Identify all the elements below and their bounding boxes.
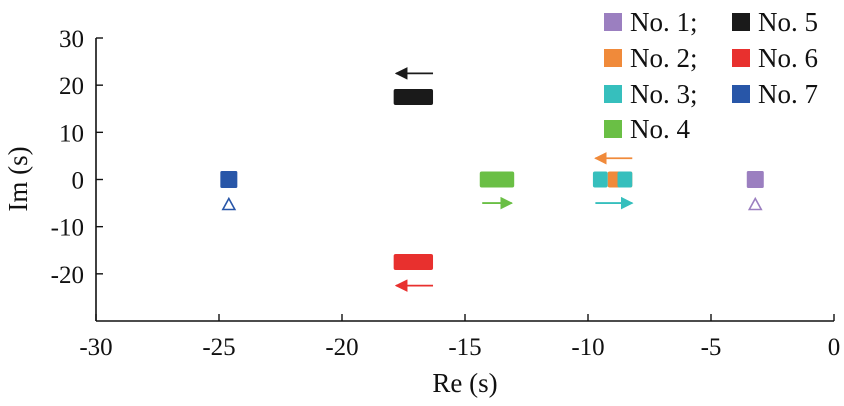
y-axis-title: Im (s) <box>3 146 33 211</box>
x-tick-label: -15 <box>448 334 481 361</box>
legend-swatch <box>604 120 622 138</box>
data-marks <box>220 88 764 271</box>
legend-label: No. 1; <box>630 7 698 37</box>
legend-swatch <box>732 49 750 67</box>
pole-band-no-5 <box>393 88 434 105</box>
legend-label: No. 5 <box>758 7 818 37</box>
x-tick-label: -20 <box>325 334 358 361</box>
axes <box>95 38 834 322</box>
y-tick-label: -10 <box>51 215 84 242</box>
legend-label: No. 2; <box>630 43 698 73</box>
x-tick-label: 0 <box>828 334 841 361</box>
legend-swatch <box>604 13 622 31</box>
x-tick-label: -30 <box>79 334 112 361</box>
pole-band-no-4 <box>479 171 515 188</box>
x-tick-label: -10 <box>571 334 604 361</box>
zero-no-7 <box>221 196 237 211</box>
pole-no-7 <box>220 171 238 188</box>
pole-band-no-6 <box>393 254 434 271</box>
y-tick-label: -20 <box>51 262 84 289</box>
legend-label: No. 7 <box>758 79 818 109</box>
zero-no-1 <box>747 196 763 211</box>
y-tick-label: 30 <box>59 26 84 53</box>
legend: No. 1; No. 5 No. 2; No. 6 No. 3; No. 7 No. 4 <box>604 7 818 144</box>
legend-label: No. 3; <box>630 79 698 109</box>
legend-swatch <box>732 13 750 31</box>
legend-swatch <box>604 49 622 67</box>
legend-swatch <box>732 85 750 103</box>
legend-swatch <box>604 85 622 103</box>
pole-no-1 <box>746 171 764 188</box>
pole-band-no-3 <box>617 171 633 188</box>
legend-label: No. 6 <box>758 43 818 73</box>
x-axis-title: Re (s) <box>432 368 497 398</box>
y-tick-label: 10 <box>59 120 84 147</box>
y-tick-label: 0 <box>72 168 85 195</box>
y-tick-label: 20 <box>59 73 84 100</box>
legend-label: No. 4 <box>630 114 690 144</box>
pole-band-no-3 <box>592 171 608 188</box>
ticks: -30 -25 -20 -15 -10 -5 0 -20 -10 0 10 20 30 <box>51 26 841 361</box>
trend-arrows <box>394 67 634 292</box>
x-tick-label: -25 <box>202 334 235 361</box>
x-tick-label: -5 <box>701 334 722 361</box>
